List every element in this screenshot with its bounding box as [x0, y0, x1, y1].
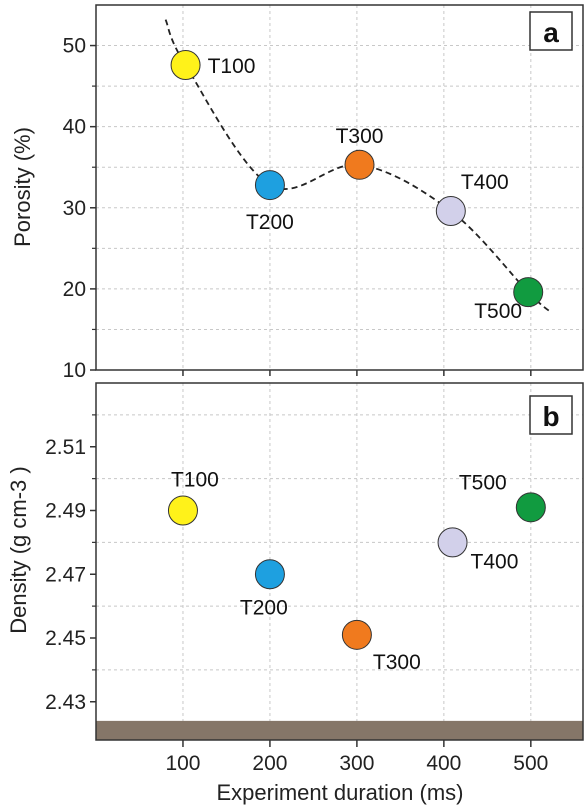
- panel-b-shaded-band: [96, 720, 583, 740]
- panel-a-point-t200: [254, 170, 285, 201]
- panel-b-point-t200: [254, 559, 285, 590]
- panel-b-y-tick-label: 2.47: [45, 563, 86, 586]
- panel-b-letter: b: [542, 401, 559, 432]
- panel-a-point-t400: [435, 196, 466, 227]
- panel-b-y-axis-label: Density (g cm-3 ): [6, 466, 31, 633]
- panel-a-y-ticks: 10 20 30 40 50: [63, 35, 532, 382]
- x-tick-label: 500: [513, 752, 548, 775]
- panel-b-point-label: T100: [171, 469, 219, 492]
- panel-b-letter-box: b: [529, 395, 573, 435]
- panel-a-point-label: T100: [208, 55, 256, 78]
- panel-a-y-axis-label: Porosity (%): [10, 127, 35, 247]
- panel-b-point-t100: [167, 495, 198, 526]
- panel-a-point-t500: [513, 277, 544, 308]
- panel-b-point-t300: [341, 619, 372, 650]
- x-tick-label: 300: [339, 752, 374, 775]
- panel-b-point-t500: [515, 492, 546, 523]
- panel-a-points: T100 T200 T300 T400 T500: [170, 50, 544, 323]
- panel-b-point-label: T500: [459, 471, 507, 494]
- panel-a-point-label: T200: [246, 211, 294, 234]
- panel-a-y-tick-label: 20: [63, 278, 86, 301]
- panel-b-density: T100 T200 T300 T400 T500 2.43 2.45 2.47 2.49 2.5…: [6, 382, 584, 805]
- panel-b-point-t400: [437, 527, 468, 558]
- panel-b-point-label: T400: [471, 550, 519, 573]
- panel-a-point-t100: [170, 50, 201, 81]
- panel-b-y-tick-label: 2.49: [45, 500, 86, 523]
- panel-b-point-label: T200: [240, 596, 288, 619]
- x-tick-label: 200: [252, 752, 287, 775]
- panel-b-x-ticks: 100 200 300 400 500: [165, 740, 548, 775]
- panel-b-y-ticks: 2.43 2.45 2.47 2.49 2.51: [45, 414, 96, 714]
- panel-a-letter-box: a: [529, 11, 573, 51]
- x-tick-label: 100: [165, 752, 200, 775]
- panel-a-y-tick-label: 30: [63, 197, 86, 220]
- panel-a-point-label: T400: [461, 171, 509, 194]
- panel-a-frame: [95, 4, 584, 371]
- panel-b-points: T100 T200 T300 T400 T500: [167, 469, 546, 674]
- panel-b-y-tick-label: 2.45: [45, 627, 86, 650]
- panel-b-y-tick-label: 2.43: [45, 691, 86, 714]
- panel-a-letter: a: [543, 17, 559, 48]
- panel-b-point-label: T300: [373, 651, 421, 674]
- panel-a-y-tick-label: 40: [63, 116, 86, 139]
- panel-a-point-t300: [344, 149, 375, 180]
- panel-a-point-label: T500: [474, 300, 522, 323]
- panel-a-y-tick-label: 10: [63, 359, 86, 382]
- x-axis-label: Experiment duration (ms): [217, 780, 464, 805]
- panel-a-porosity: T100 T200 T300 T400 T500 10 20 30 40 50 a Porosi…: [10, 4, 584, 382]
- panel-b-frame: [95, 382, 584, 741]
- panel-a-point-label: T300: [336, 125, 384, 148]
- x-tick-label: 400: [426, 752, 461, 775]
- panel-a-y-tick-label: 50: [63, 35, 86, 58]
- panel-b-y-tick-label: 2.51: [45, 436, 86, 459]
